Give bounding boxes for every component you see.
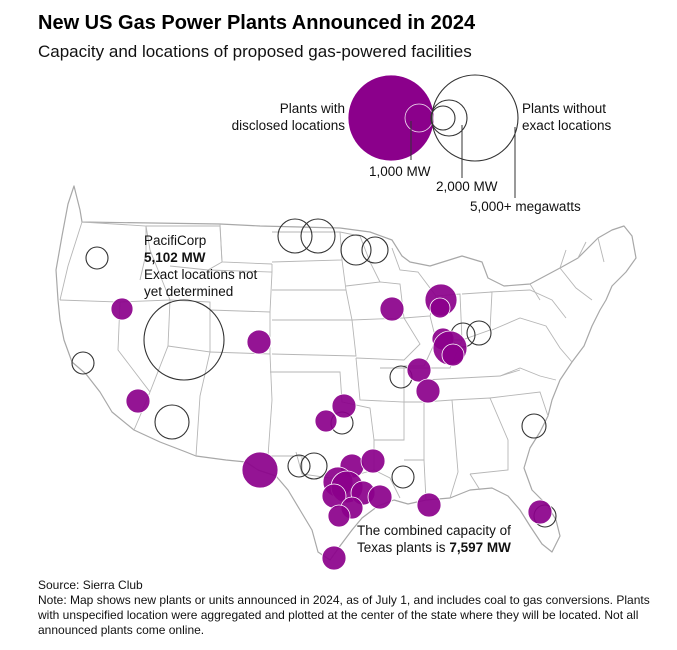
plant-circle-north-dakota-1 — [277, 218, 313, 254]
plant-circle-california — [71, 351, 95, 375]
size-legend — [347, 74, 519, 198]
texas-note-line1: The combined capacity of — [357, 523, 511, 538]
legend-disclosed-large — [347, 74, 435, 162]
plant-dot-texas-9 — [327, 504, 351, 528]
texas-mw: 7,597 MW — [449, 540, 511, 555]
legend-disclosed-small — [404, 103, 434, 133]
plant-dot-arizona — [125, 388, 151, 414]
chart-title: New US Gas Power Plants Announced in 202… — [38, 12, 476, 34]
legend-undisclosed-small — [430, 105, 456, 131]
note-text: Note: Map shows new plants or units anno… — [38, 593, 650, 637]
plant-dot-texas-west — [241, 451, 279, 489]
us-outline — [55, 185, 637, 561]
plant-dot-oklahoma-1 — [331, 393, 357, 419]
disclosed-plants — [110, 283, 553, 571]
plant-circle-minnesota-1 — [340, 234, 372, 266]
chart-subtitle: Capacity and locations of proposed gas-p… — [38, 42, 472, 61]
footer: Source: Sierra Club Note: Map shows new … — [38, 578, 668, 638]
plant-circle-south-carolina — [521, 413, 547, 439]
pacificorp-note-line2: yet determined — [144, 284, 234, 299]
plant-dot-iowa — [379, 296, 405, 322]
plant-dot-idaho — [110, 297, 134, 321]
pacificorp-name: PacifiCorp — [144, 233, 207, 248]
legend-undisclosed-label: Plants without exact locations — [522, 101, 612, 133]
plant-dot-texas-south — [321, 545, 347, 571]
plant-dot-oklahoma-2 — [314, 409, 338, 433]
pacificorp-mw: 5,102 MW — [144, 250, 206, 265]
legend-2000-label: 2,000 MW — [436, 179, 498, 194]
texas-note-line2: Texas plants is 7,597 MW — [357, 540, 511, 555]
plant-dot-florida — [527, 499, 553, 525]
texas-annotation: The combined capacity of Texas plants is… — [357, 522, 547, 556]
legend-1000-label: 1,000 MW — [369, 164, 431, 179]
plant-dot-indiana-5 — [441, 343, 465, 367]
plant-dot-indiana-2 — [429, 297, 451, 319]
state-borders — [59, 221, 605, 501]
plant-dot-texas-2 — [360, 448, 386, 474]
legend-disclosed-label: Plants with disclosed locations — [231, 101, 345, 133]
plant-dot-missouri-2 — [415, 378, 441, 404]
plant-circle-texas-north-2 — [300, 452, 328, 480]
undisclosed-plants — [71, 218, 557, 528]
plant-circle-utah-pacificorp — [143, 299, 225, 381]
plant-circle-minnesota-2 — [361, 236, 389, 264]
plant-circle-texas-north-1 — [287, 454, 311, 478]
plant-circle-oregon — [85, 246, 109, 270]
plant-circle-louisiana — [391, 465, 415, 489]
plant-dot-louisiana — [416, 492, 442, 518]
source-text: Source: Sierra Club — [38, 578, 143, 592]
plant-circle-north-dakota-2 — [300, 218, 336, 254]
legend-undisclosed-large — [431, 74, 519, 162]
plant-circle-arizona — [154, 404, 190, 440]
plant-dot-missouri-1 — [406, 357, 432, 383]
pacificorp-annotation: PacifiCorp 5,102 MW Exact locations not … — [144, 232, 294, 300]
plant-circle-ohio-2 — [466, 320, 492, 346]
plant-dot-colorado — [246, 329, 272, 355]
plant-dot-texas-7 — [367, 484, 393, 510]
pacificorp-note-line1: Exact locations not — [144, 267, 258, 282]
legend-5000-label: 5,000+ megawatts — [470, 199, 581, 214]
